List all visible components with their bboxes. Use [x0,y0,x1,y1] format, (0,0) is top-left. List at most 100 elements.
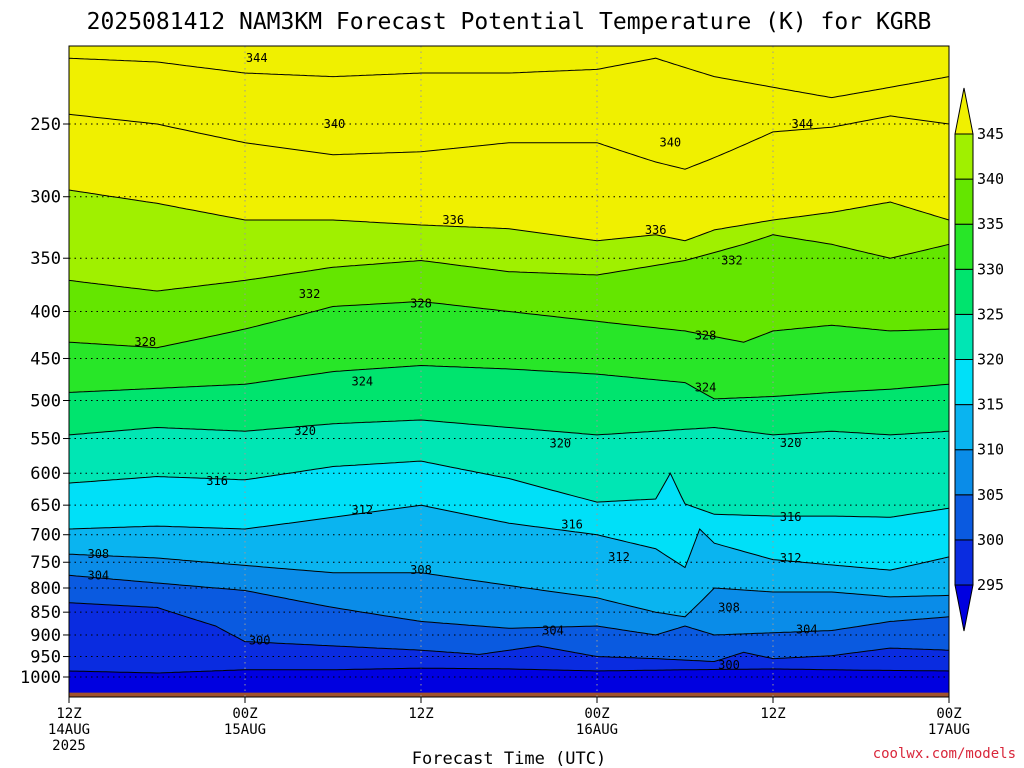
colorbar-label: 340 [977,170,1004,188]
contour-labels: 344 340 344 340 336 336 332 332 328 328 328 324 324 3… [87,51,817,672]
x-axis-label: Forecast Time (UTC) [412,749,606,768]
colorbar-swatch [954,178,974,225]
contour-label: 304 [542,624,564,638]
y-tick-label: 750 [30,553,61,573]
contour-line-340 [69,113,949,170]
contour-label: 312 [351,503,373,517]
colorbar-swatch [954,313,974,360]
contour-line-312 [69,504,949,571]
contour-line-324 [69,364,949,400]
contour-label: 308 [718,600,740,614]
contour-lines [69,57,949,674]
colorbar-label: 345 [977,125,1004,143]
contour-line-316 [69,460,949,518]
contour-label: 312 [608,550,630,564]
colorbar-swatch [954,268,974,315]
y-tick-label: 650 [30,496,61,516]
contour-label: 316 [206,474,228,488]
temperature-band [69,234,949,348]
contour-label: 328 [134,335,156,349]
colorbar-label: 305 [977,486,1004,504]
contour-label: 304 [796,623,818,637]
colorbar: 295 300 305 310 315 320 325 330 335 340 345 [954,87,1004,632]
x-tick-label: 12Z 14AUG 2025 [48,706,90,754]
x-axis: 12Z 14AUG 2025 00Z 15AUG 12Z 00Z 16AUG 12Z 00Z 17A… [48,697,970,754]
contour-label: 324 [351,375,373,389]
contour-label: 344 [246,51,268,65]
contour-line-332 [69,234,949,292]
contour-line-308 [69,553,949,618]
contour-label: 316 [561,517,583,531]
temperature-band [69,602,949,673]
contour-label: 336 [645,223,667,237]
y-tick-label: 900 [30,626,61,646]
contour-label: 336 [442,213,464,227]
y-tick-label: 400 [30,302,61,322]
temperature-band [69,114,949,241]
y-tick-label: 300 [30,188,61,208]
colorbar-label: 295 [977,576,1004,594]
surface-ground [69,692,949,697]
temperature-bands [69,46,949,697]
contour-label: 340 [324,117,346,131]
colorbar-label: 330 [977,260,1004,278]
colorbar-label: 325 [977,305,1004,323]
colorbar-swatch [954,223,974,270]
colorbar-label: 315 [977,396,1004,414]
contour-line-300 [69,602,949,663]
contour-label: 308 [410,563,432,577]
temperature-band [69,301,949,399]
temperature-band [69,190,949,291]
x-tick-label: 00Z 17AUG [928,706,970,738]
contour-line-336 [69,189,949,242]
temperature-band [69,554,949,635]
colorbar-label: 310 [977,441,1004,459]
contour-label: 344 [791,117,813,131]
y-tick-label: 850 [30,603,61,623]
colorbar-arrow-low [954,584,974,632]
contour-label: 332 [721,253,743,267]
colorbar-swatch [954,449,974,496]
y-tick-label: 500 [30,392,61,412]
contour-label: 320 [549,437,571,451]
temperature-band [69,575,949,662]
y-tick-label: 350 [30,249,61,269]
temperature-band [69,420,949,518]
plot-area: 344 340 344 340 336 336 332 332 328 328 328 324 324 3… [69,46,949,697]
y-tick-label: 550 [30,430,61,450]
colorbar-arrow-high [954,87,974,135]
surface-layer [69,692,949,697]
temperature-band [69,668,949,697]
colorbar-label: 320 [977,351,1004,369]
y-axis: 250 300 350 400 450 500 550 600 650 700 750 800 850 9… [20,115,69,688]
y-tick-label: 950 [30,648,61,668]
contour-label: 340 [659,136,681,150]
contour-line-328 [69,300,949,349]
x-tick-label: 12Z [408,706,433,722]
contour-label: 332 [299,287,321,301]
y-tick-label: 250 [30,115,61,135]
colorbar-swatch [954,133,974,180]
x-tick-label: 00Z 15AUG [224,706,266,738]
contour-label: 304 [87,568,109,582]
y-tick-label: 600 [30,464,61,484]
y-tick-label: 450 [30,349,61,369]
contour-label: 300 [718,658,740,672]
contour-label: 328 [695,329,717,343]
contour-label: 320 [780,436,802,450]
colorbar-swatch [954,539,974,586]
colorbar-label: 335 [977,215,1004,233]
chart-title: 2025081412 NAM3KM Forecast Potential Tem… [87,9,932,35]
plot-frame [68,45,950,698]
contour-label: 324 [695,381,717,395]
contour-line-304 [69,574,949,636]
y-tick-label: 800 [30,579,61,599]
contour-label: 312 [780,551,802,565]
y-tick-label: 1000 [20,668,61,688]
contour-label: 328 [410,296,432,310]
temperature-band [69,461,949,571]
colorbar-label: 300 [977,531,1004,549]
x-tick-label: 00Z 16AUG [576,706,618,738]
contour-line-344 [69,57,949,99]
